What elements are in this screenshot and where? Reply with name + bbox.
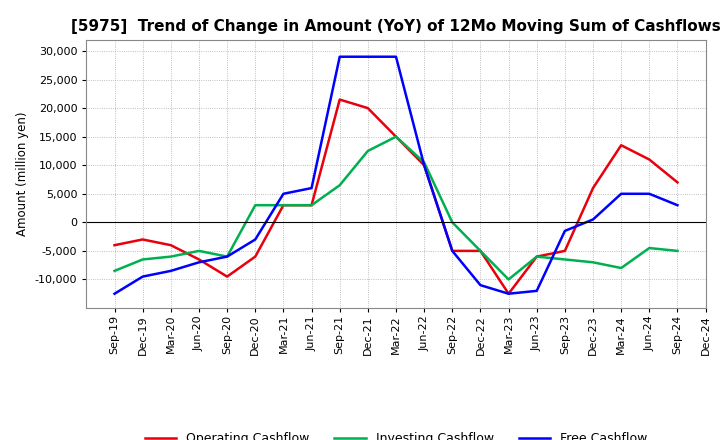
Operating Cashflow: [392, 134, 400, 139]
Investing Cashflow: [532, 254, 541, 259]
Free Cashflow: [561, 228, 570, 234]
Operating Cashflow: [532, 254, 541, 259]
Operating Cashflow: [194, 257, 203, 262]
Investing Cashflow: [251, 202, 260, 208]
Operating Cashflow: [110, 242, 119, 248]
Free Cashflow: [166, 268, 175, 274]
Operating Cashflow: [617, 143, 626, 148]
Operating Cashflow: [589, 185, 598, 191]
Investing Cashflow: [476, 248, 485, 253]
Operating Cashflow: [138, 237, 147, 242]
Free Cashflow: [222, 254, 231, 259]
Investing Cashflow: [645, 246, 654, 251]
Investing Cashflow: [617, 265, 626, 271]
Free Cashflow: [279, 191, 288, 196]
Free Cashflow: [392, 54, 400, 59]
Free Cashflow: [448, 248, 456, 253]
Investing Cashflow: [222, 254, 231, 259]
Operating Cashflow: [364, 106, 372, 111]
Free Cashflow: [194, 260, 203, 265]
Investing Cashflow: [673, 248, 682, 253]
Investing Cashflow: [392, 134, 400, 139]
Title: [5975]  Trend of Change in Amount (YoY) of 12Mo Moving Sum of Cashflows: [5975] Trend of Change in Amount (YoY) o…: [71, 19, 720, 34]
Investing Cashflow: [589, 260, 598, 265]
Free Cashflow: [617, 191, 626, 196]
Line: Investing Cashflow: Investing Cashflow: [114, 137, 678, 279]
Investing Cashflow: [336, 183, 344, 188]
Free Cashflow: [645, 191, 654, 196]
Line: Free Cashflow: Free Cashflow: [114, 57, 678, 294]
Investing Cashflow: [448, 220, 456, 225]
Investing Cashflow: [504, 277, 513, 282]
Operating Cashflow: [222, 274, 231, 279]
Investing Cashflow: [307, 202, 316, 208]
Line: Operating Cashflow: Operating Cashflow: [114, 99, 678, 294]
Free Cashflow: [476, 282, 485, 288]
Investing Cashflow: [138, 257, 147, 262]
Operating Cashflow: [307, 202, 316, 208]
Operating Cashflow: [420, 163, 428, 168]
Free Cashflow: [420, 163, 428, 168]
Operating Cashflow: [561, 248, 570, 253]
Investing Cashflow: [420, 160, 428, 165]
Free Cashflow: [336, 54, 344, 59]
Investing Cashflow: [364, 148, 372, 154]
Operating Cashflow: [251, 254, 260, 259]
Operating Cashflow: [279, 202, 288, 208]
Free Cashflow: [364, 54, 372, 59]
Operating Cashflow: [448, 248, 456, 253]
Investing Cashflow: [279, 202, 288, 208]
Operating Cashflow: [673, 180, 682, 185]
Free Cashflow: [138, 274, 147, 279]
Operating Cashflow: [504, 291, 513, 297]
Operating Cashflow: [645, 157, 654, 162]
Free Cashflow: [589, 217, 598, 222]
Investing Cashflow: [166, 254, 175, 259]
Legend: Operating Cashflow, Investing Cashflow, Free Cashflow: Operating Cashflow, Investing Cashflow, …: [140, 427, 652, 440]
Free Cashflow: [307, 185, 316, 191]
Y-axis label: Amount (million yen): Amount (million yen): [17, 112, 30, 236]
Free Cashflow: [504, 291, 513, 297]
Free Cashflow: [110, 291, 119, 297]
Investing Cashflow: [110, 268, 119, 274]
Operating Cashflow: [476, 248, 485, 253]
Investing Cashflow: [194, 248, 203, 253]
Investing Cashflow: [561, 257, 570, 262]
Operating Cashflow: [336, 97, 344, 102]
Free Cashflow: [532, 288, 541, 293]
Operating Cashflow: [166, 242, 175, 248]
Free Cashflow: [251, 237, 260, 242]
Free Cashflow: [673, 202, 682, 208]
